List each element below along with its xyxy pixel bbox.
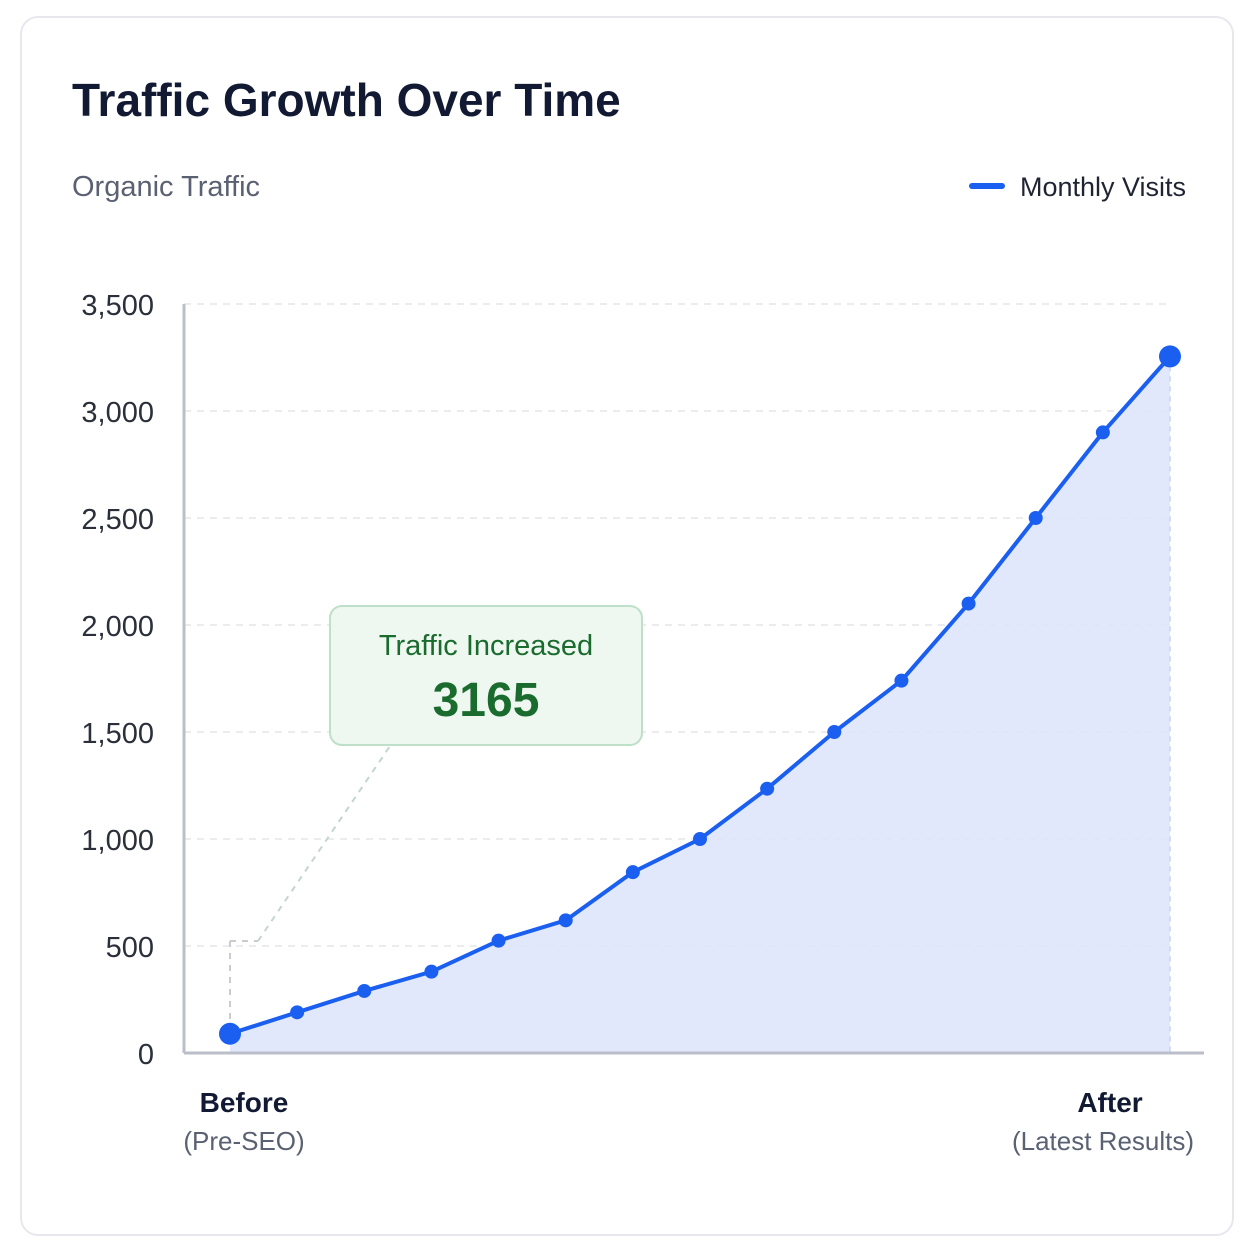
series-points [219, 345, 1181, 1045]
data-point [827, 725, 842, 739]
y-tick-labels: 0 500 1,000 1,500 2,000 2,500 3,000 3,500 [81, 290, 154, 1071]
y-tick-label: 2,000 [81, 611, 154, 643]
y-tick-label: 500 [106, 932, 154, 964]
y-tick-label: 1,500 [81, 718, 154, 750]
y-axis-label: Organic Traffic [72, 171, 260, 203]
data-point [961, 596, 976, 611]
annotation-connector [257, 745, 391, 942]
end-point [1159, 345, 1181, 368]
data-point [491, 933, 506, 948]
data-point [357, 983, 372, 998]
data-point [558, 913, 573, 928]
data-point [1095, 425, 1110, 440]
legend: Monthly Visits [969, 172, 1186, 202]
x-end-label: After [1077, 1087, 1142, 1118]
annotation-label: Traffic Increased [379, 630, 593, 662]
data-point [1028, 511, 1043, 525]
x-start-sublabel: (Pre-SEO) [183, 1126, 304, 1156]
start-point [219, 1022, 241, 1045]
y-tick-label: 3,500 [81, 290, 154, 322]
y-tick-label: 3,000 [81, 397, 154, 429]
area-fill-path [230, 356, 1170, 1053]
data-point [894, 673, 909, 688]
y-tick-label: 1,000 [81, 825, 154, 857]
x-end-sublabel: (Latest Results) [1012, 1126, 1194, 1156]
data-point [693, 832, 707, 846]
annotation: Traffic Increased 3165 [229, 605, 643, 1030]
area-fill [230, 356, 1171, 1053]
legend-label: Monthly Visits [1020, 172, 1186, 202]
y-tick-label: 2,500 [81, 504, 154, 536]
data-point [625, 865, 640, 880]
data-point [424, 964, 439, 979]
data-point [290, 1005, 305, 1020]
chart-title: Traffic Growth Over Time [72, 74, 621, 126]
axes [182, 304, 1204, 1055]
y-tick-label: 0 [138, 1039, 154, 1071]
x-start-label: Before [200, 1087, 289, 1118]
annotation-box [329, 605, 643, 746]
x-axis-labels: Before (Pre-SEO) After (Latest Results) [183, 1087, 1194, 1156]
data-point [760, 781, 775, 796]
annotation-value: 3165 [433, 674, 540, 727]
